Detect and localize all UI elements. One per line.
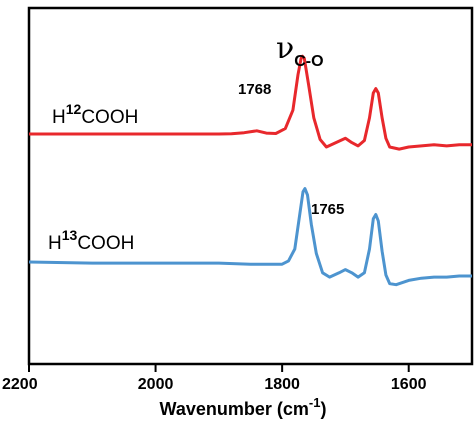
x-axis-title-superscript: -1 [309,395,321,410]
x-tick-label: 2000 [138,376,174,393]
series-label-2-part-a: H [48,233,62,254]
series-label-1-part-b: COOH [81,107,138,128]
x-tick-label: 1800 [264,376,300,393]
x-axis-title-main: Wavenumber (cm [160,399,309,419]
x-axis-title-close: ) [320,399,326,419]
series-label-2: H13COOH [48,227,134,254]
series-label-1-part-a: H [52,107,66,128]
band-label-symbol: ν [276,31,294,66]
series-line-2 [28,187,472,287]
series-label-1: H12COOH [52,101,138,128]
peak-label-series-2: 1765 [311,201,344,218]
series-label-1-superscript: 12 [66,101,82,117]
x-tick-label: 2200 [2,376,38,393]
x-axis-ticks: 2200 2000 1800 1600 [2,364,427,393]
x-tick-label: 1600 [391,376,427,393]
series-label-2-superscript: 13 [62,227,78,243]
series-line-1 [29,54,472,151]
band-label-subscript: C-O [294,53,323,70]
plot-frame [27,6,474,366]
band-label: νC-O [276,31,324,70]
peak-label-series-1: 1768 [238,81,271,98]
series-group [28,54,472,287]
series-label-2-part-b: COOH [77,233,134,254]
x-axis-title: Wavenumber (cm-1) [160,395,327,419]
